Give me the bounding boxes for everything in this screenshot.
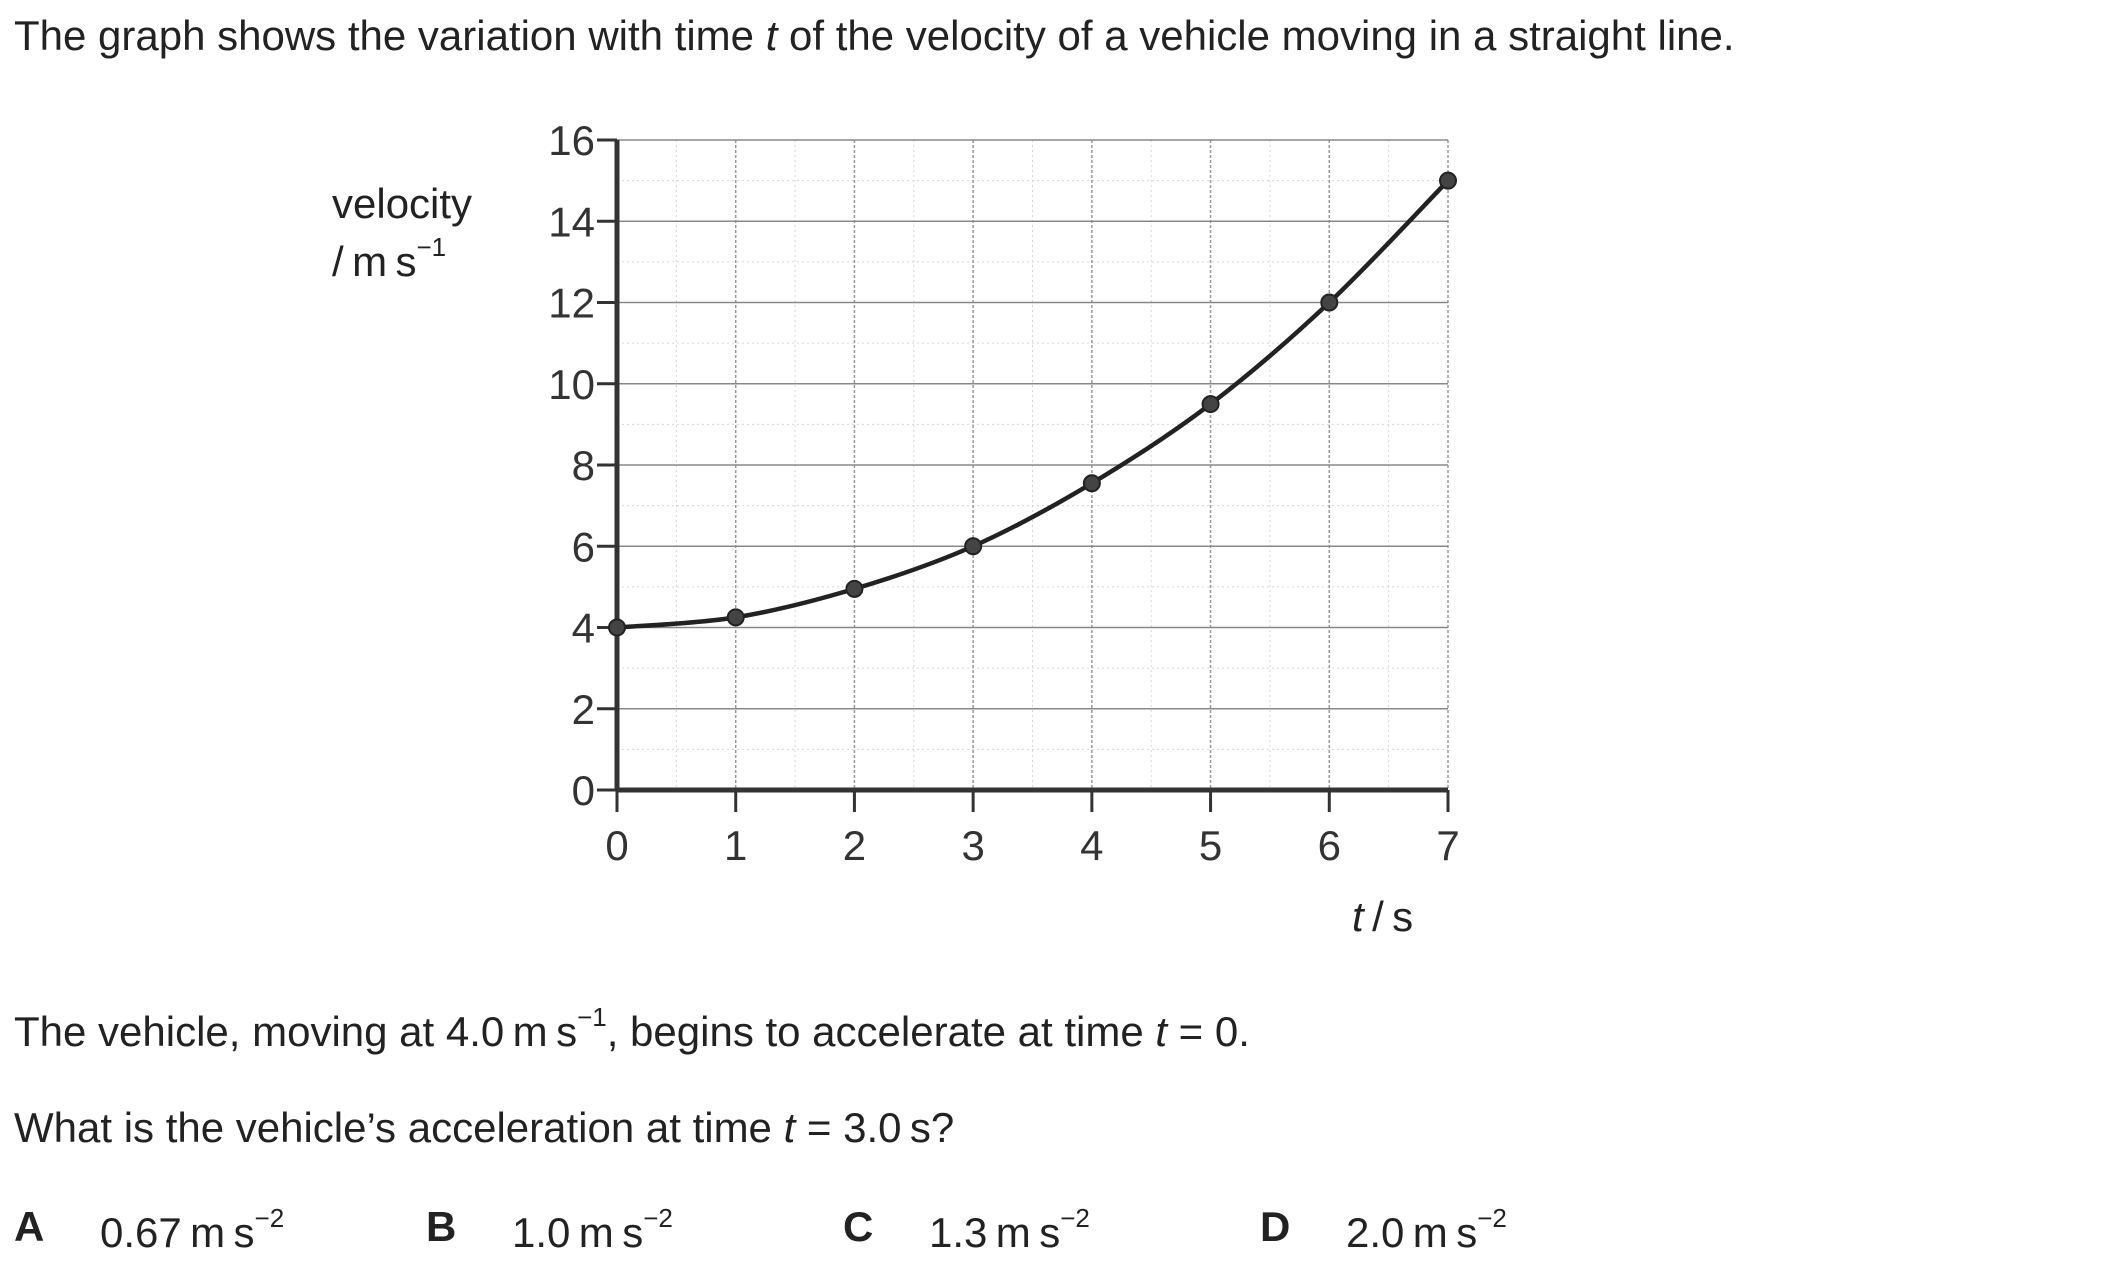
intro-text-end: of the velocity of a vehicle moving in a… — [777, 12, 1735, 59]
y-tick-label: 16 — [548, 117, 595, 164]
question-prompt: What is the vehicle’s acceleration at ti… — [14, 1104, 954, 1152]
y-tick-label: 14 — [548, 198, 595, 245]
question-context: The vehicle, moving at 4.0 m s−1, begins… — [14, 1002, 1250, 1056]
x-tick-label: 7 — [1436, 822, 1459, 869]
y-tick-label: 8 — [572, 442, 595, 489]
option-b-letter: B — [426, 1203, 457, 1250]
prompt-variable: t — [783, 1104, 796, 1151]
y-axis-unit-text: / m s — [332, 238, 417, 285]
x-tick-label: 5 — [1199, 822, 1222, 869]
y-axis-label: velocity — [332, 180, 473, 227]
question-intro: The graph shows the variation with time … — [14, 12, 1735, 60]
y-tick-label: 4 — [572, 605, 595, 652]
option-d[interactable]: D 2.0 m s−2 — [1260, 1203, 1507, 1256]
chart-points — [608, 171, 1457, 637]
intro-variable: t — [765, 12, 778, 59]
x-tick-label: 3 — [961, 822, 984, 869]
data-point — [726, 608, 745, 627]
option-b-value-text: 1.0 m s — [512, 1209, 644, 1256]
y-tick-label: 10 — [548, 361, 595, 408]
option-d-letter: D — [1260, 1203, 1291, 1250]
chart-grid — [617, 139, 1449, 790]
option-c-exponent: −2 — [1060, 1203, 1090, 1233]
option-a-value-text: 0.67 m s — [100, 1209, 255, 1256]
option-a-letter: A — [14, 1203, 45, 1250]
x-tick-label: 2 — [843, 822, 866, 869]
x-axis-variable: t — [1352, 893, 1364, 940]
y-axis-unit: / m s−1 — [332, 232, 446, 286]
x-axis-unit: / s — [1363, 893, 1414, 940]
y-tick-label: 2 — [572, 686, 595, 733]
x-tick-label: 1 — [724, 822, 747, 869]
option-d-exponent: −2 — [1477, 1203, 1507, 1233]
x-tick-label: 6 — [1318, 822, 1341, 869]
context-exponent: −1 — [577, 1002, 607, 1032]
context-text-end: = 0. — [1167, 1008, 1250, 1055]
option-c-value: 1.3 m s−2 — [929, 1203, 1090, 1257]
x-tick-label: 0 — [605, 822, 628, 869]
data-point — [1201, 395, 1220, 414]
option-c-value-text: 1.3 m s — [929, 1209, 1061, 1256]
option-a[interactable]: A 0.67 m s−2 — [14, 1203, 284, 1256]
option-c[interactable]: C 1.3 m s−2 — [843, 1203, 1090, 1256]
option-b-exponent: −2 — [643, 1203, 673, 1233]
x-axis-label: t / s — [1352, 893, 1413, 941]
prompt-text-end: = 3.0 s? — [795, 1104, 955, 1151]
context-variable: t — [1155, 1008, 1168, 1055]
option-c-letter: C — [843, 1203, 874, 1250]
option-d-value: 2.0 m s−2 — [1346, 1203, 1507, 1257]
option-a-value: 0.67 m s−2 — [100, 1203, 284, 1257]
option-b-value: 1.0 m s−2 — [512, 1203, 673, 1257]
data-point — [1082, 474, 1101, 493]
prompt-text: What is the vehicle’s acceleration at ti… — [14, 1104, 784, 1151]
context-text: The vehicle, moving at 4.0 m s — [14, 1008, 578, 1055]
data-point — [964, 537, 983, 556]
option-a-exponent: −2 — [254, 1203, 285, 1233]
option-b[interactable]: B 1.0 m s−2 — [426, 1203, 673, 1256]
data-point — [1320, 293, 1339, 312]
data-point — [1439, 171, 1457, 190]
option-d-value-text: 2.0 m s — [1346, 1209, 1478, 1256]
y-tick-label: 6 — [572, 523, 595, 570]
y-axis-unit-exponent: −1 — [416, 232, 447, 262]
y-tick-label: 0 — [572, 767, 595, 814]
data-point — [608, 618, 626, 637]
y-tick-label: 12 — [548, 280, 595, 327]
data-point — [845, 579, 864, 598]
x-tick-label: 4 — [1080, 822, 1103, 869]
context-text-mid: , begins to accelerate at time — [606, 1008, 1156, 1055]
intro-text: The graph shows the variation with time — [14, 12, 766, 59]
